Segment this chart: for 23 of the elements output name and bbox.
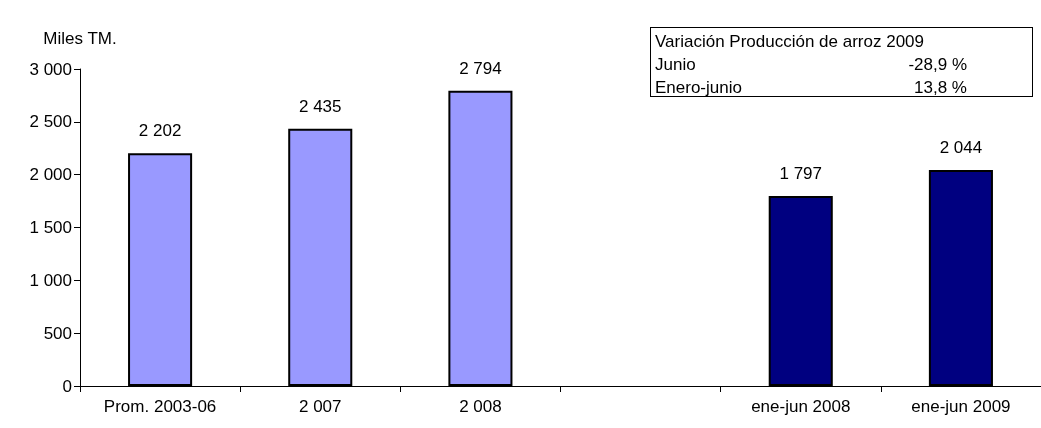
y-tick-label: 0: [62, 376, 72, 396]
y-tick-label: 2 000: [29, 165, 72, 185]
annotation: -28,9 %: [908, 54, 967, 76]
y-tick-label: 1 000: [29, 270, 72, 290]
x-tick-label: 2 007: [298, 397, 342, 416]
data-label: 2 435: [298, 96, 342, 116]
x-tick-label: ene-jun 2008: [751, 397, 851, 416]
y-tick-label: 2 500: [29, 112, 72, 132]
x-tick-label: Prom. 2003-06: [103, 397, 217, 416]
data-label: 2 044: [939, 138, 983, 158]
annotation: Enero-junio: [655, 77, 742, 99]
y-tick-label: 1 500: [29, 218, 72, 237]
data-label: 2 794: [459, 58, 502, 78]
text: Variación Producción de arroz 2009: [655, 32, 925, 51]
y-tick-label: 500: [43, 323, 72, 343]
annotation: Junio: [655, 54, 696, 76]
x-tick-label: ene-jun 2009: [911, 397, 1011, 416]
y-tick-label: 3 000: [29, 59, 72, 79]
y-axis-title: Miles TM.: [43, 29, 117, 48]
annotation: 13,8 %: [914, 77, 967, 99]
data-label: 1 797: [779, 164, 823, 184]
x-tick-label: 2 008: [459, 397, 502, 416]
data-label: 2 202: [138, 121, 182, 141]
